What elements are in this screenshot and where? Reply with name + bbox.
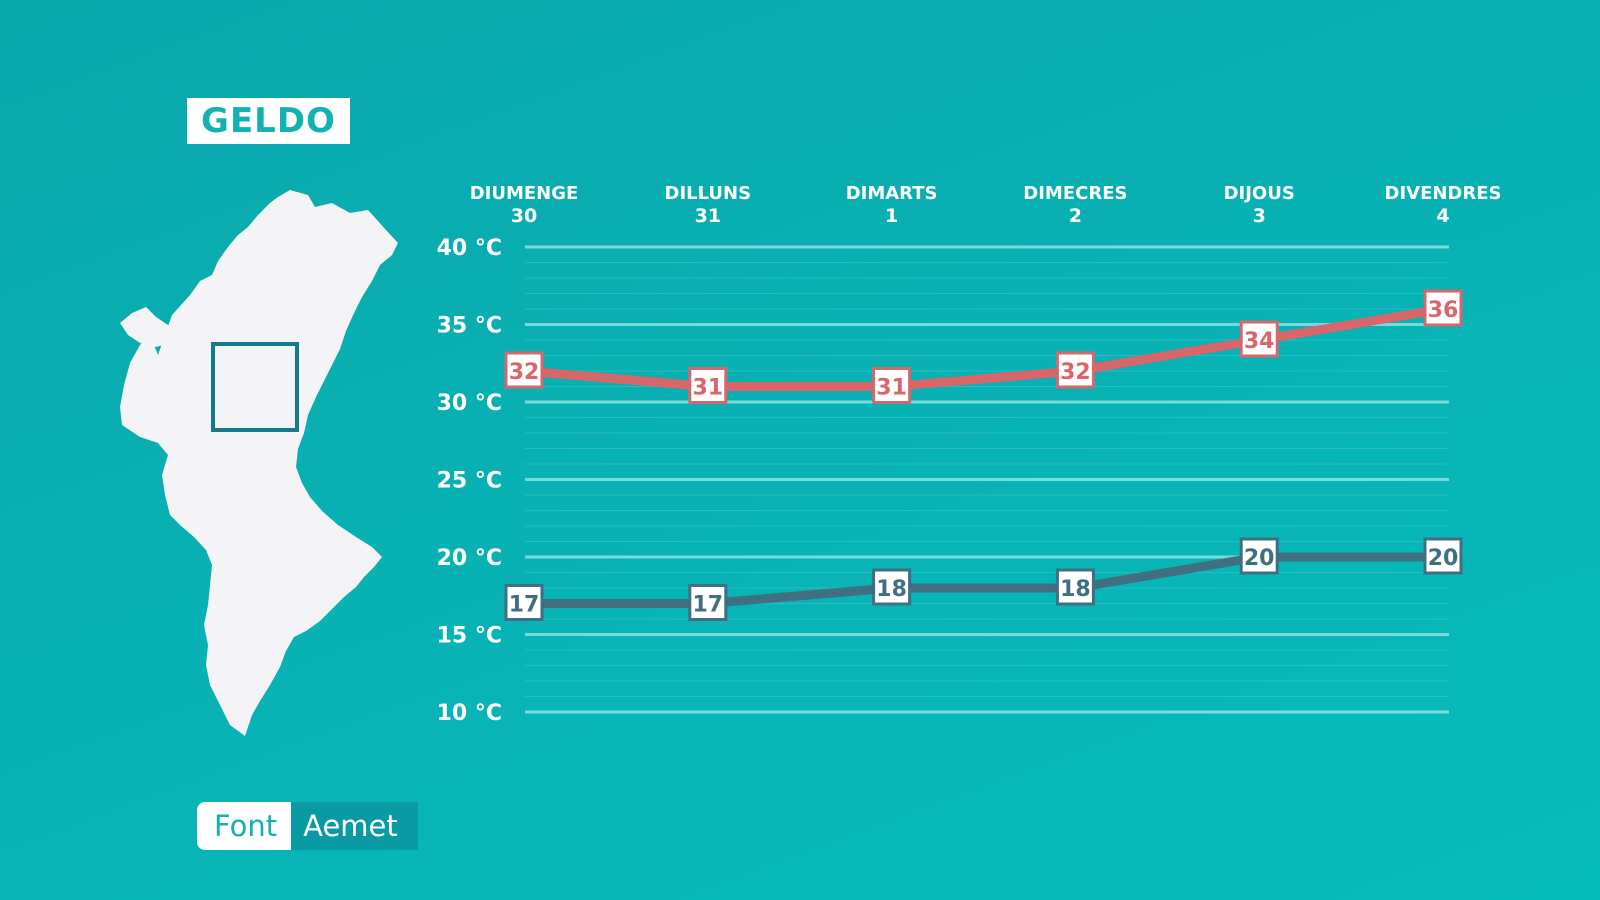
y-axis-ticks: 40 °C 35 °C 30 °C 25 °C 20 °C 15 °C 10 °C [437, 236, 502, 726]
series-points: 32 31 31 32 34 36 17 17 18 18 20 20 [504, 289, 1463, 621]
day-date-label: 3 [1253, 205, 1266, 227]
max-data-point: 34 [1239, 320, 1279, 358]
series-lines [519, 304, 1448, 608]
location-title: GELDO [201, 101, 336, 141]
map-island-shape [120, 307, 176, 347]
max-data-point: 36 [1423, 289, 1463, 327]
day-date-label: 30 [511, 205, 537, 227]
min-point-box [1239, 537, 1279, 575]
max-point-label: 32 [1060, 360, 1091, 385]
max-point-label: 31 [692, 376, 723, 401]
min-data-point: 18 [872, 568, 912, 606]
min-point-label: 20 [1428, 546, 1459, 571]
max-data-point: 32 [1055, 351, 1095, 389]
day-date-label: 2 [1069, 205, 1082, 227]
max-data-point: 31 [872, 367, 912, 404]
max-point-box [1423, 289, 1463, 327]
min-data-point: 17 [688, 584, 728, 621]
min-point-box [1423, 537, 1463, 575]
y-tick-label: 25 °C [437, 469, 502, 494]
min-data-point: 20 [1423, 537, 1463, 575]
max-point-box [504, 351, 544, 389]
source-value: Aemet [291, 802, 418, 850]
max-point-box [1055, 351, 1095, 389]
map-region-shape [120, 190, 398, 736]
y-tick-label: 40 °C [437, 236, 502, 261]
map-location-marker [211, 342, 299, 432]
min-point-label: 17 [692, 593, 723, 618]
day-date-label: 31 [695, 205, 721, 227]
day-name-label: DILLUNS [665, 183, 752, 204]
valencian-community-map-icon [120, 190, 398, 736]
max-data-point: 32 [504, 351, 544, 389]
day-name-label: DIVENDRES [1385, 183, 1502, 204]
day-name-label: DIMECRES [1023, 183, 1127, 204]
location-title-box: GELDO [187, 98, 350, 144]
min-point-label: 18 [1060, 577, 1091, 602]
min-point-label: 17 [509, 593, 540, 618]
day-name-label: DIJOUS [1224, 183, 1295, 204]
min-point-box [688, 584, 728, 621]
max-point-box [1239, 320, 1279, 358]
source-badge: Font Aemet [197, 802, 418, 850]
grid-layer [525, 245, 1449, 714]
min-data-point: 18 [1055, 568, 1095, 606]
day-name-label: DIMARTS [846, 183, 938, 204]
max-series-line [519, 304, 1448, 391]
y-tick-label: 35 °C [437, 314, 502, 339]
max-point-label: 34 [1244, 329, 1275, 354]
max-point-box [688, 367, 728, 404]
min-point-label: 18 [876, 577, 907, 602]
y-tick-label: 15 °C [437, 624, 502, 649]
source-label: Font [197, 802, 292, 850]
min-point-box [1055, 568, 1095, 606]
min-point-box [872, 568, 912, 606]
max-data-point: 31 [688, 367, 728, 404]
y-tick-label: 20 °C [437, 546, 502, 571]
min-point-box [504, 584, 544, 621]
max-point-label: 36 [1428, 298, 1459, 323]
min-series-line [519, 552, 1448, 608]
min-data-point: 20 [1239, 537, 1279, 575]
day-date-label: 1 [885, 205, 898, 227]
min-data-point: 17 [504, 584, 544, 621]
y-tick-label: 30 °C [437, 391, 502, 416]
max-point-box [872, 367, 912, 404]
min-point-label: 20 [1244, 546, 1275, 571]
max-point-label: 31 [876, 376, 907, 401]
day-name-label: DIUMENGE [470, 183, 579, 204]
max-point-label: 32 [509, 360, 540, 385]
y-tick-label: 10 °C [437, 701, 502, 726]
day-date-label: 4 [1436, 205, 1449, 227]
